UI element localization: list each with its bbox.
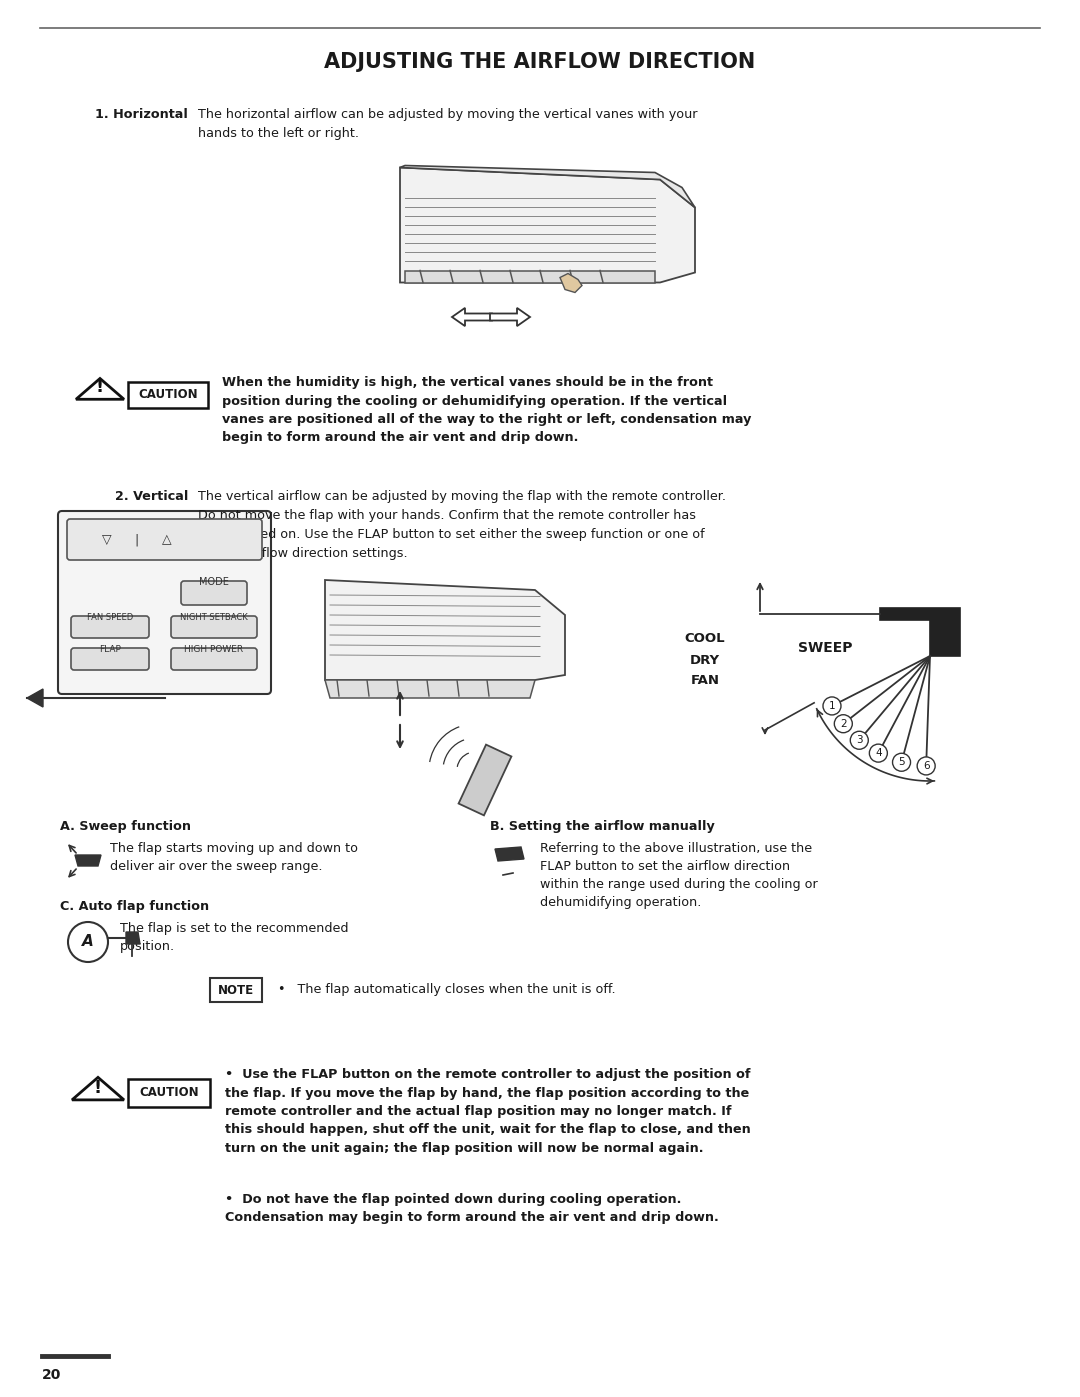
Text: 5: 5 — [899, 757, 905, 767]
Text: △: △ — [162, 534, 172, 546]
FancyBboxPatch shape — [129, 1078, 210, 1106]
Text: •  Do not have the flap pointed down during cooling operation.
Condensation may : • Do not have the flap pointed down duri… — [225, 1193, 719, 1225]
Text: The flap is set to the recommended
position.: The flap is set to the recommended posit… — [120, 922, 349, 953]
FancyBboxPatch shape — [210, 978, 262, 1002]
Text: 2: 2 — [840, 718, 847, 729]
Text: ▽: ▽ — [103, 534, 112, 546]
Text: 3: 3 — [856, 735, 863, 745]
Text: FLAP: FLAP — [99, 644, 121, 654]
Text: !: ! — [94, 1078, 103, 1097]
Text: The vertical airflow can be adjusted by moving the flap with the remote controll: The vertical airflow can be adjusted by … — [198, 490, 726, 560]
Circle shape — [850, 731, 868, 749]
Text: When the humidity is high, the vertical vanes should be in the front
position du: When the humidity is high, the vertical … — [222, 376, 752, 444]
Polygon shape — [76, 379, 124, 400]
Polygon shape — [75, 855, 102, 866]
Polygon shape — [453, 307, 492, 326]
Polygon shape — [400, 168, 696, 282]
Polygon shape — [561, 274, 582, 292]
Polygon shape — [27, 689, 43, 707]
Polygon shape — [459, 745, 512, 816]
Polygon shape — [495, 847, 524, 861]
Text: •  Use the FLAP button on the remote controller to adjust the position of
the fl: • Use the FLAP button on the remote cont… — [225, 1067, 751, 1155]
Text: SWEEP: SWEEP — [798, 641, 852, 655]
Text: The horizontal airflow can be adjusted by moving the vertical vanes with your
ha: The horizontal airflow can be adjusted b… — [198, 108, 698, 140]
Text: 2. Vertical: 2. Vertical — [114, 490, 188, 503]
Text: NIGHT SETBACK: NIGHT SETBACK — [180, 612, 248, 622]
Circle shape — [823, 697, 841, 715]
Circle shape — [68, 922, 108, 963]
FancyBboxPatch shape — [71, 616, 149, 638]
Polygon shape — [72, 1077, 124, 1099]
FancyBboxPatch shape — [67, 520, 262, 560]
Text: Referring to the above illustration, use the
FLAP button to set the airflow dire: Referring to the above illustration, use… — [540, 842, 818, 909]
Text: A: A — [82, 935, 94, 950]
Text: 6: 6 — [922, 761, 930, 771]
Text: A. Sweep function: A. Sweep function — [60, 820, 191, 833]
Text: 1: 1 — [828, 701, 835, 711]
Polygon shape — [126, 932, 140, 944]
Polygon shape — [400, 165, 696, 208]
Text: CAUTION: CAUTION — [138, 388, 198, 401]
Text: C. Auto flap function: C. Auto flap function — [60, 900, 210, 914]
Polygon shape — [325, 680, 535, 698]
Text: MODE: MODE — [199, 577, 229, 587]
Circle shape — [917, 757, 935, 775]
Text: 4: 4 — [875, 749, 881, 759]
FancyBboxPatch shape — [71, 648, 149, 671]
Text: !: ! — [96, 379, 104, 397]
Text: HIGH POWER: HIGH POWER — [185, 644, 244, 654]
Polygon shape — [490, 307, 530, 326]
Text: CAUTION: CAUTION — [139, 1087, 199, 1099]
FancyBboxPatch shape — [181, 581, 247, 605]
Text: FAN SPEED: FAN SPEED — [86, 612, 133, 622]
Text: •   The flap automatically closes when the unit is off.: • The flap automatically closes when the… — [278, 983, 616, 996]
Text: 1. Horizontal: 1. Horizontal — [95, 108, 188, 122]
Text: |: | — [135, 534, 139, 546]
FancyBboxPatch shape — [58, 511, 271, 694]
Text: 20: 20 — [42, 1368, 62, 1382]
Text: ADJUSTING THE AIRFLOW DIRECTION: ADJUSTING THE AIRFLOW DIRECTION — [324, 52, 756, 73]
FancyBboxPatch shape — [171, 616, 257, 638]
FancyBboxPatch shape — [129, 381, 208, 408]
Circle shape — [869, 745, 888, 763]
Text: B. Setting the airflow manually: B. Setting the airflow manually — [490, 820, 715, 833]
Polygon shape — [325, 580, 565, 680]
Text: COOL
DRY
FAN: COOL DRY FAN — [685, 633, 726, 687]
Polygon shape — [880, 608, 960, 657]
Text: NOTE: NOTE — [218, 983, 254, 996]
Polygon shape — [405, 271, 654, 282]
FancyBboxPatch shape — [171, 648, 257, 671]
Circle shape — [892, 753, 910, 771]
Circle shape — [835, 715, 852, 732]
Text: The flap starts moving up and down to
deliver air over the sweep range.: The flap starts moving up and down to de… — [110, 842, 357, 873]
